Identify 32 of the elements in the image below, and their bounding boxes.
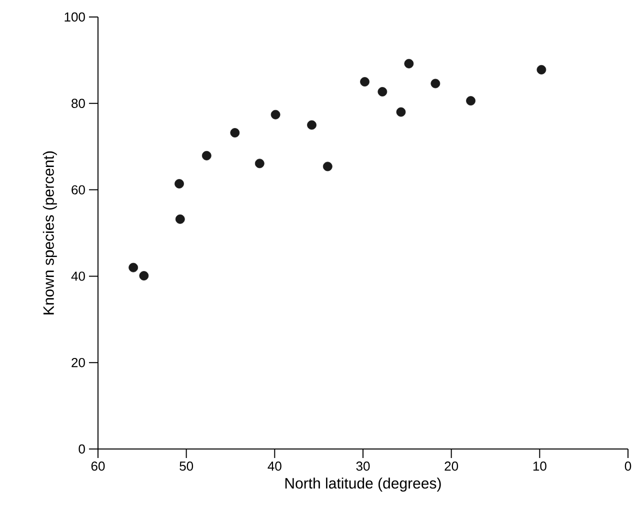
point bbox=[175, 214, 185, 224]
point bbox=[536, 65, 546, 74]
point bbox=[230, 128, 240, 138]
x-axis-title: North latitude (degrees) bbox=[285, 478, 441, 492]
y-tick-label: 80 bbox=[72, 98, 85, 108]
point bbox=[360, 77, 370, 86]
point bbox=[174, 179, 184, 188]
point bbox=[404, 58, 414, 68]
point bbox=[202, 150, 212, 160]
x-tick-label: 40 bbox=[268, 462, 282, 471]
x-tick-label: 50 bbox=[180, 462, 194, 471]
point bbox=[128, 262, 138, 272]
y-tick-label: 20 bbox=[72, 358, 85, 368]
x-tick-label: 20 bbox=[444, 462, 458, 471]
point bbox=[307, 120, 316, 130]
y-tick-label: 60 bbox=[72, 185, 85, 194]
y-axis-title: Known species (percent) bbox=[42, 151, 57, 314]
point bbox=[396, 107, 406, 117]
point bbox=[322, 162, 332, 172]
point bbox=[430, 78, 440, 88]
point bbox=[254, 158, 264, 168]
y-tick-label: 0 bbox=[78, 444, 85, 454]
x-tick-label: 60 bbox=[91, 462, 105, 471]
point bbox=[378, 87, 388, 96]
point bbox=[466, 96, 476, 106]
x-tick-label: 0 bbox=[624, 462, 632, 471]
y-tick-label: 100 bbox=[64, 12, 85, 22]
x-tick-label: 30 bbox=[356, 462, 370, 471]
x-tick-label: 10 bbox=[533, 462, 546, 471]
point bbox=[270, 110, 280, 120]
point bbox=[139, 271, 149, 280]
y-tick-label: 40 bbox=[71, 272, 85, 281]
